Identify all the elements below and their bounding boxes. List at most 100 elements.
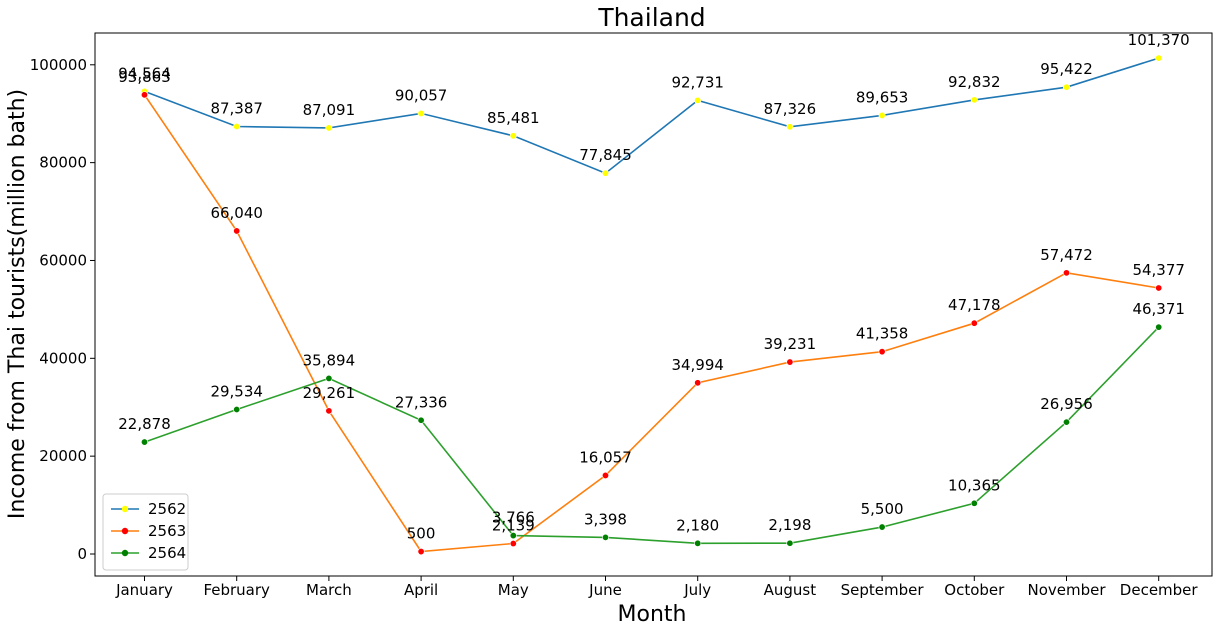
y-tick-label: 60000 [39, 251, 87, 269]
data-point-2564 [786, 539, 794, 547]
data-label-2562: 92,832 [948, 73, 1001, 91]
data-label-2563: 41,358 [856, 325, 909, 343]
data-point-2562 [786, 123, 794, 131]
legend-entry-2563: 2563 [148, 522, 186, 540]
data-point-2564 [1155, 323, 1163, 331]
data-point-2562 [970, 96, 978, 104]
data-point-2563 [417, 548, 425, 556]
data-label-2563: 34,994 [671, 356, 724, 374]
data-point-2562 [694, 96, 702, 104]
legend-marker-2564 [121, 549, 129, 557]
data-label-2564: 10,365 [948, 476, 1001, 494]
x-axis-label: Month [618, 602, 687, 627]
y-tick-label: 100000 [30, 56, 87, 74]
data-point-2563 [1063, 269, 1071, 277]
data-label-2563: 66,040 [210, 204, 263, 222]
data-point-2564 [233, 406, 241, 414]
data-label-2564: 3,766 [492, 509, 535, 527]
data-label-2562: 90,057 [395, 86, 448, 104]
data-label-2562: 94,564 [118, 64, 171, 82]
data-label-2562: 85,481 [487, 109, 540, 127]
x-tick-label: June [588, 581, 622, 599]
series-line-2564 [144, 326, 1160, 545]
data-point-2563 [786, 358, 794, 366]
data-label-2564: 5,500 [861, 500, 904, 518]
data-label-2564: 27,336 [395, 393, 448, 411]
data-label-2563: 47,178 [948, 296, 1001, 314]
data-label-2563: 2,139 [492, 517, 535, 535]
legend: 2562 2563 2564 [102, 493, 189, 571]
x-tick-label: January [115, 581, 173, 599]
x-tick-label: March [306, 581, 352, 599]
data-label-2562: 101,370 [1128, 31, 1190, 49]
data-point-2564 [141, 438, 149, 446]
legend-entry-2564: 2564 [148, 544, 186, 562]
data-point-2564 [694, 539, 702, 547]
data-point-2564 [325, 374, 333, 382]
x-tick-label: October [944, 581, 1005, 599]
data-label-2563: 29,261 [303, 384, 356, 402]
data-label-2563: 57,472 [1040, 246, 1093, 264]
data-label-2563: 93,863 [118, 68, 171, 86]
legend-marker-2562 [121, 505, 129, 513]
y-tick-label: 0 [77, 545, 87, 563]
data-point-2562 [601, 169, 609, 177]
y-axis-label: Income from Thai tourists(million bath) [5, 89, 30, 519]
data-point-2563 [325, 407, 333, 415]
data-label-2563: 16,057 [579, 448, 632, 466]
x-tick-label: May [498, 581, 529, 599]
plot-area: 0 20000 40000 60000 80000 100000 January Februa… [30, 31, 1199, 599]
data-point-2564 [417, 416, 425, 424]
data-label-2563: 54,377 [1132, 261, 1185, 279]
data-label-2564: 22,878 [118, 415, 171, 433]
x-tick-label: July [683, 581, 711, 599]
data-label-2564: 2,198 [768, 516, 811, 534]
data-point-2563 [141, 91, 149, 99]
data-label-2563: 39,231 [764, 335, 817, 353]
data-label-2564: 46,371 [1132, 300, 1185, 318]
y-tick-label: 20000 [39, 447, 87, 465]
data-label-2562: 87,326 [764, 100, 817, 118]
x-tick-label: September [841, 581, 925, 599]
plot-frame [94, 32, 1213, 577]
data-label-2562: 95,422 [1040, 60, 1093, 78]
legend-marker-2563 [121, 527, 129, 535]
y-tick-label: 40000 [39, 349, 87, 367]
data-point-2563 [233, 227, 241, 235]
x-tick-label: August [764, 581, 817, 599]
legend-entry-2562: 2562 [148, 500, 186, 518]
chart-title: Thailand [597, 3, 705, 32]
data-point-2564 [970, 499, 978, 507]
data-point-2562 [417, 109, 425, 117]
data-label-2564: 26,956 [1040, 395, 1093, 413]
data-point-2563 [970, 319, 978, 327]
x-tick-label: December [1120, 581, 1199, 599]
data-label-2562: 87,387 [210, 99, 263, 117]
data-point-2562 [1063, 83, 1071, 91]
data-point-2562 [509, 132, 517, 140]
x-tick-label: April [404, 581, 438, 599]
data-point-2564 [601, 533, 609, 541]
data-label-2564: 29,534 [210, 383, 263, 401]
y-tick-label: 80000 [39, 154, 87, 172]
data-point-2564 [878, 523, 886, 531]
data-point-2564 [509, 532, 517, 540]
data-label-2564: 35,894 [303, 351, 356, 369]
series-line-2562 [144, 57, 1159, 175]
data-label-2562: 77,845 [579, 146, 632, 164]
data-point-2564 [1063, 418, 1071, 426]
data-point-2563 [694, 379, 702, 387]
data-point-2562 [233, 122, 241, 130]
data-label-2564: 2,180 [676, 516, 719, 534]
data-label-2562: 89,653 [856, 88, 909, 106]
data-label-2562: 92,731 [671, 73, 724, 91]
data-point-2562 [878, 111, 886, 119]
data-point-2562 [325, 124, 333, 132]
x-tick-label: February [203, 581, 270, 599]
data-point-2563 [878, 348, 886, 356]
data-point-2563 [601, 471, 609, 479]
data-point-2563 [509, 540, 517, 548]
data-point-2563 [1155, 284, 1163, 292]
data-label-2564: 3,398 [584, 510, 627, 528]
